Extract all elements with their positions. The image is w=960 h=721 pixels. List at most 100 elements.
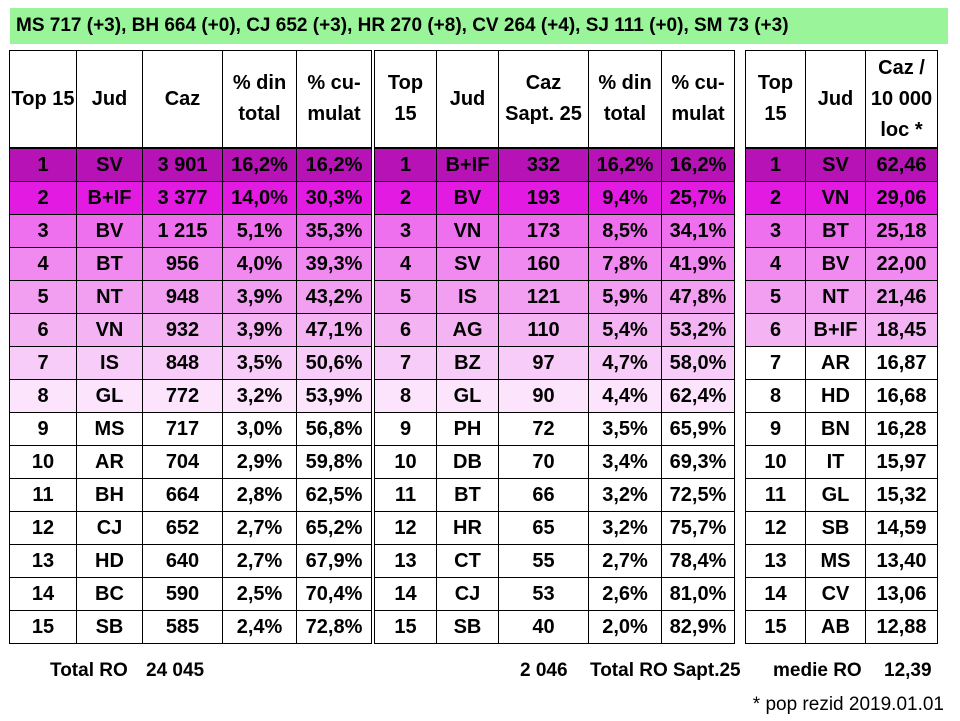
county-cell: SV (805, 147, 866, 182)
percent-total-cell: 4,7% (588, 346, 662, 380)
percent-cumulative-cell: 16,2% (296, 147, 372, 182)
percent-total-cell: 5,1% (222, 214, 297, 248)
rank-cell: 12 (9, 511, 77, 545)
table-row: 1 B+IF 332 16,2% 16,2% (374, 147, 735, 182)
county-cell: BV (805, 247, 866, 281)
county-cell: BZ (436, 346, 499, 380)
county-cell: SB (436, 610, 499, 644)
county-cell: BN (805, 412, 866, 446)
column-header: Caz Sapt. 25 (498, 50, 589, 149)
rank-cell: 6 (374, 313, 437, 347)
percent-cumulative-cell: 72,8% (296, 610, 372, 644)
rank-cell: 4 (374, 247, 437, 281)
rank-cell: 14 (374, 577, 437, 611)
rank-cell: 1 (745, 147, 806, 182)
table-header-row: Top 15 Jud Caz / 10 000 loc * (745, 50, 938, 149)
cases-week-cell: 70 (498, 445, 589, 479)
percent-total-cell: 5,4% (588, 313, 662, 347)
table-row: 5 NT 948 3,9% 43,2% (9, 280, 372, 314)
percent-cumulative-cell: 62,5% (296, 478, 372, 512)
cases-week-cell: 173 (498, 214, 589, 248)
table-row: 5 NT 21,46 (745, 280, 938, 314)
cases-cell: 1 215 (142, 214, 223, 248)
rank-cell: 14 (9, 577, 77, 611)
cases-week-cell: 332 (498, 147, 589, 182)
county-cell: BT (76, 247, 143, 281)
rank-cell: 5 (9, 280, 77, 314)
percent-total-cell: 2,7% (222, 544, 297, 578)
cases-week-cell: 121 (498, 280, 589, 314)
cases-cell: 704 (142, 445, 223, 479)
cases-cell: 3 901 (142, 147, 223, 182)
county-cell: SB (76, 610, 143, 644)
percent-total-cell: 2,4% (222, 610, 297, 644)
cases-per-10000-cell: 15,32 (865, 478, 938, 512)
percent-cumulative-cell: 65,9% (661, 412, 735, 446)
rank-cell: 2 (745, 181, 806, 215)
total-week-value: 2 046 (520, 660, 568, 681)
percent-total-cell: 3,5% (588, 412, 662, 446)
cases-week-cell: 55 (498, 544, 589, 578)
percent-cumulative-cell: 53,2% (661, 313, 735, 347)
table-row: 4 SV 160 7,8% 41,9% (374, 247, 735, 281)
percent-total-cell: 2,7% (222, 511, 297, 545)
column-header: Top 15 (745, 50, 806, 149)
table-row: 13 MS 13,40 (745, 544, 938, 578)
county-cell: DB (436, 445, 499, 479)
percent-cumulative-cell: 58,0% (661, 346, 735, 380)
percent-cumulative-cell: 72,5% (661, 478, 735, 512)
table-row: 6 B+IF 18,45 (745, 313, 938, 347)
rank-cell: 12 (745, 511, 806, 545)
percent-cumulative-cell: 70,4% (296, 577, 372, 611)
percent-total-cell: 3,2% (588, 478, 662, 512)
percent-total-cell: 3,0% (222, 412, 297, 446)
percent-total-cell: 3,2% (222, 379, 297, 413)
table-row: 3 BV 1 215 5,1% 35,3% (9, 214, 372, 248)
table-row: 15 SB 40 2,0% 82,9% (374, 610, 735, 644)
county-cell: MS (805, 544, 866, 578)
total-week-label: Total RO Sapt.25 (590, 660, 741, 681)
table-row: 7 BZ 97 4,7% 58,0% (374, 346, 735, 380)
total-ro-value: 24 045 (146, 660, 205, 681)
cases-week-cell: 110 (498, 313, 589, 347)
county-cell: AR (76, 445, 143, 479)
percent-cumulative-cell: 34,1% (661, 214, 735, 248)
cases-per-10000-cell: 15,97 (865, 445, 938, 479)
table-row: 9 BN 16,28 (745, 412, 938, 446)
county-cell: VN (76, 313, 143, 347)
county-cell: NT (76, 280, 143, 314)
percent-cumulative-cell: 75,7% (661, 511, 735, 545)
percent-cumulative-cell: 35,3% (296, 214, 372, 248)
rank-cell: 12 (374, 511, 437, 545)
table-row: 15 SB 585 2,4% 72,8% (9, 610, 372, 644)
cases-cell: 932 (142, 313, 223, 347)
column-header: Caz / 10 000 loc * (865, 50, 938, 149)
cases-per-10000-cell: 12,88 (865, 610, 938, 644)
county-cell: BH (76, 478, 143, 512)
rank-cell: 14 (745, 577, 806, 611)
rank-cell: 10 (9, 445, 77, 479)
column-header: Jud (805, 50, 866, 149)
cases-week-cell: 66 (498, 478, 589, 512)
table-row: 11 BH 664 2,8% 62,5% (9, 478, 372, 512)
percent-total-cell: 3,9% (222, 280, 297, 314)
percent-total-cell: 4,0% (222, 247, 297, 281)
percent-cumulative-cell: 59,8% (296, 445, 372, 479)
cases-week-cell: 97 (498, 346, 589, 380)
table-row: 10 AR 704 2,9% 59,8% (9, 445, 372, 479)
rank-cell: 9 (9, 412, 77, 446)
rank-cell: 13 (374, 544, 437, 578)
county-cell: HR (436, 511, 499, 545)
county-cell: IT (805, 445, 866, 479)
table-row: 14 BC 590 2,5% 70,4% (9, 577, 372, 611)
county-cell: SV (436, 247, 499, 281)
rank-cell: 7 (374, 346, 437, 380)
percent-cumulative-cell: 81,0% (661, 577, 735, 611)
table-row: 3 BT 25,18 (745, 214, 938, 248)
rank-cell: 2 (9, 181, 77, 215)
cases-cell: 664 (142, 478, 223, 512)
cases-per-10000-cell: 21,46 (865, 280, 938, 314)
cases-cell: 848 (142, 346, 223, 380)
column-header: Top 15 (9, 50, 77, 149)
percent-total-cell: 14,0% (222, 181, 297, 215)
